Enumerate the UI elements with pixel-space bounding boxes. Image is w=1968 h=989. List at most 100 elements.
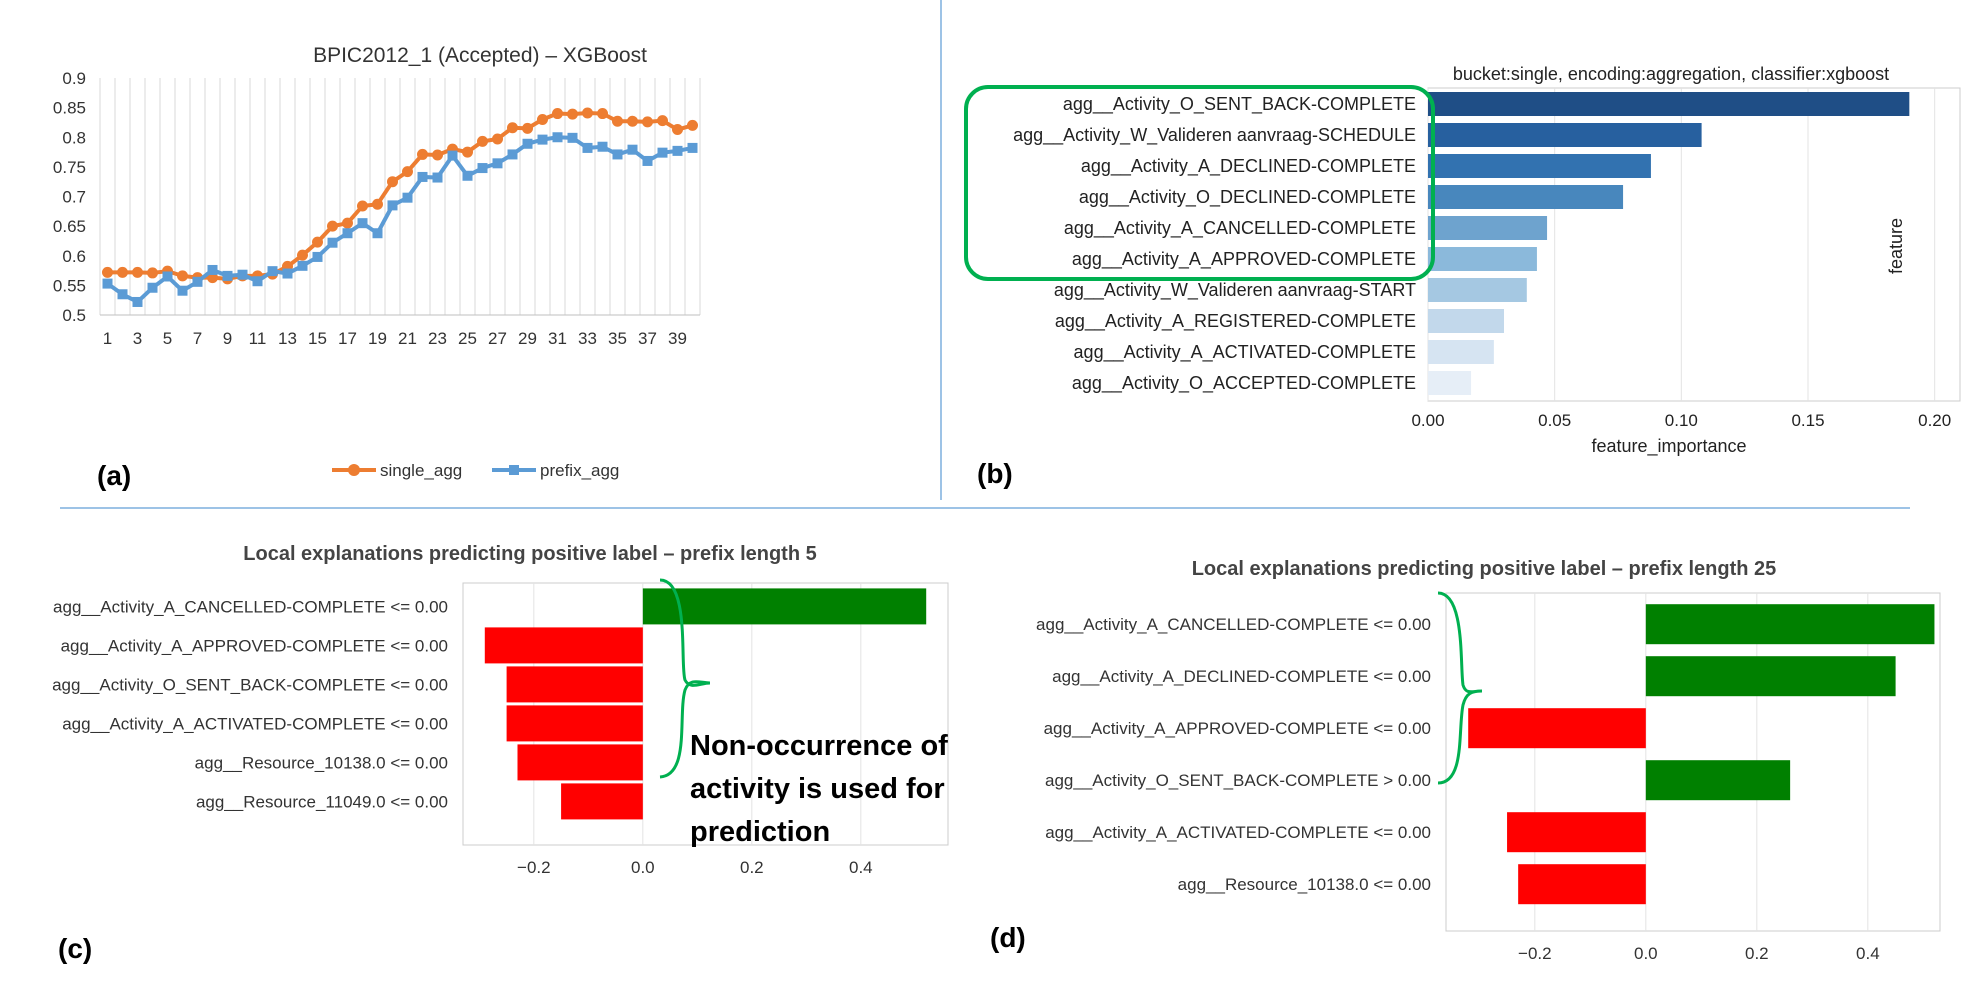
panel-label-c: (c)	[58, 933, 92, 964]
bar	[1428, 92, 1910, 116]
bar	[1645, 656, 1896, 697]
y-tick-label: 0.6	[62, 247, 86, 266]
x-tick-label: 0.10	[1665, 411, 1698, 430]
x-tick-label: 25	[458, 329, 477, 348]
x-tick-label: 31	[548, 329, 567, 348]
bar	[1468, 708, 1646, 749]
data-point-single_agg	[417, 148, 428, 160]
category-label: agg__Activity_A_APPROVED-COMPLETE <= 0.0…	[61, 636, 448, 655]
x-tick-label: 23	[428, 329, 447, 348]
chart-c-local-explanations: Local explanations predicting positive l…	[52, 543, 949, 964]
data-point-single_agg	[147, 267, 158, 279]
bar	[1428, 185, 1624, 209]
y-tick-label: 0.85	[53, 99, 86, 118]
x-tick-label: 19	[368, 329, 387, 348]
panel-label-b: (b)	[977, 458, 1013, 489]
data-point-prefix_agg	[612, 149, 623, 160]
data-point-prefix_agg	[447, 150, 458, 161]
bar	[1428, 247, 1537, 271]
category-label: agg__Activity_A_DECLINED-COMPLETE	[1081, 156, 1416, 177]
y-tick-label: 0.5	[62, 306, 86, 325]
x-tick-label: 15	[308, 329, 327, 348]
category-label: agg__Activity_W_Valideren aanvraag-START	[1054, 280, 1416, 301]
data-point-prefix_agg	[297, 260, 308, 271]
data-point-single_agg	[582, 107, 593, 119]
bar	[1428, 340, 1494, 364]
y-tick-label: 0.65	[53, 217, 86, 236]
data-point-single_agg	[537, 113, 548, 125]
data-point-single_agg	[327, 220, 338, 232]
data-point-prefix_agg	[312, 251, 323, 262]
data-point-prefix_agg	[657, 147, 668, 158]
data-point-prefix_agg	[117, 289, 128, 300]
data-point-single_agg	[177, 270, 188, 282]
annotation-line-1: Non-occurrence of	[690, 730, 948, 762]
x-tick-label: 27	[488, 329, 507, 348]
data-point-prefix_agg	[582, 142, 593, 153]
category-label: agg__Activity_O_ACCEPTED-COMPLETE	[1072, 373, 1416, 394]
category-label: agg__Resource_11049.0 <= 0.00	[196, 792, 448, 811]
panel-label-a: (a)	[97, 460, 131, 491]
x-tick-label: 0.0	[631, 858, 655, 877]
data-point-prefix_agg	[477, 163, 488, 174]
y-tick-label: 0.9	[62, 69, 86, 88]
x-tick-label: 21	[398, 329, 417, 348]
data-point-prefix_agg	[417, 171, 428, 182]
chart-b-feature-importance: bucket:single, encoding:aggregation, cla…	[964, 64, 1961, 489]
chart-d-plot-frame	[1445, 592, 1941, 932]
x-tick-label: 0.4	[849, 858, 873, 877]
data-point-single_agg	[342, 217, 353, 229]
data-point-single_agg	[432, 149, 443, 161]
bar	[506, 705, 643, 742]
bar	[1428, 216, 1548, 240]
x-tick-label: 0.2	[740, 858, 764, 877]
x-tick-label: 37	[638, 329, 657, 348]
data-point-single_agg	[372, 198, 383, 210]
bar	[1518, 864, 1646, 905]
data-point-single_agg	[357, 200, 368, 212]
data-point-prefix_agg	[222, 270, 233, 281]
data-point-single_agg	[297, 249, 308, 261]
data-point-single_agg	[627, 115, 638, 127]
data-point-prefix_agg	[357, 218, 368, 229]
chart-d-local-explanations: Local explanations predicting positive l…	[990, 558, 1941, 963]
chart-a-line-chart: BPIC2012_1 (Accepted) – XGBoost 0.5 0.55 0…	[53, 44, 701, 491]
annotation-line-3: prediction	[690, 816, 830, 848]
bar	[642, 588, 927, 625]
data-point-prefix_agg	[537, 134, 548, 145]
data-point-prefix_agg	[372, 228, 383, 239]
data-point-single_agg	[507, 122, 518, 134]
bar	[1507, 812, 1646, 853]
data-point-single_agg	[567, 108, 578, 120]
x-tick-label: 33	[578, 329, 597, 348]
bar	[1645, 760, 1791, 801]
data-point-prefix_agg	[402, 192, 413, 203]
bar	[1428, 278, 1527, 302]
category-label: agg__Activity_A_CANCELLED-COMPLETE <= 0.…	[1036, 615, 1431, 634]
x-tick-label: 0.2	[1745, 944, 1769, 963]
horizontal-divider	[60, 507, 1910, 509]
x-tick-label: 0.05	[1538, 411, 1571, 430]
data-point-single_agg	[312, 236, 323, 248]
x-tick-label: 11	[249, 329, 267, 348]
data-point-single_agg	[492, 133, 503, 145]
data-point-prefix_agg	[387, 200, 398, 211]
category-label: agg__Activity_A_ACTIVATED-COMPLETE	[1074, 342, 1416, 363]
x-tick-label: 3	[133, 329, 142, 348]
bar	[484, 627, 643, 664]
x-tick-label: −0.2	[1518, 944, 1552, 963]
data-point-prefix_agg	[252, 276, 263, 287]
data-point-prefix_agg	[642, 155, 653, 166]
chart-a-title: BPIC2012_1 (Accepted) – XGBoost	[313, 44, 647, 67]
category-label: agg__Activity_O_SENT_BACK-COMPLETE	[1063, 94, 1416, 115]
y-tick-label: 0.8	[62, 128, 86, 147]
panel-label-d: (d)	[990, 922, 1026, 953]
x-tick-label: −0.2	[517, 858, 551, 877]
category-label: agg__Activity_A_REGISTERED-COMPLETE	[1055, 311, 1416, 332]
annotation-line-2: activity is used for	[690, 773, 945, 805]
category-label: agg__Activity_O_DECLINED-COMPLETE	[1079, 187, 1416, 208]
data-point-single_agg	[687, 119, 698, 131]
category-label: agg__Resource_10138.0 <= 0.00	[1178, 875, 1431, 894]
x-tick-label: 0.15	[1791, 411, 1824, 430]
category-label: agg__Activity_A_CANCELLED-COMPLETE	[1064, 218, 1416, 239]
